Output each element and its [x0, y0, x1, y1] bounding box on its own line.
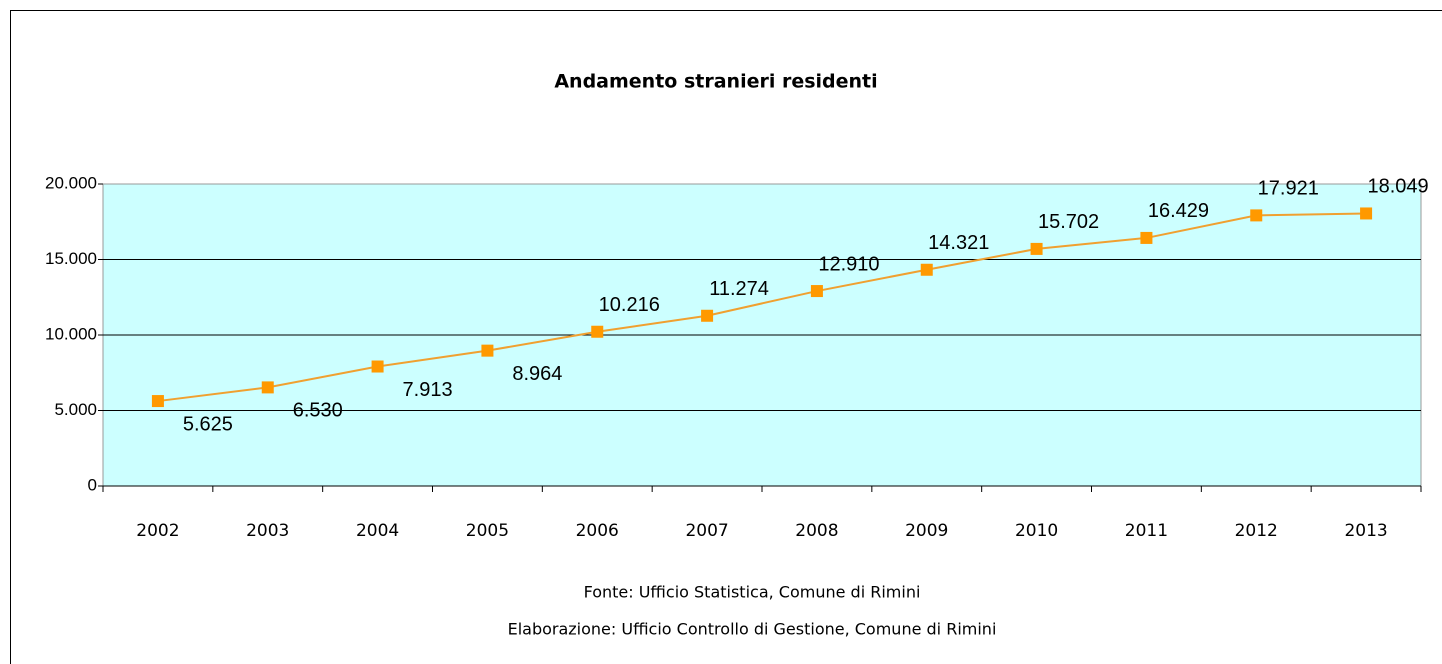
data-label: 5.625	[183, 413, 233, 435]
data-label: 8.964	[512, 363, 562, 385]
x-tick-label: 2011	[1125, 521, 1168, 541]
data-point	[810, 285, 823, 298]
x-tick-label: 2010	[1015, 521, 1058, 541]
x-tick-label: 2008	[795, 521, 838, 541]
data-point	[920, 263, 933, 276]
data-label: 10.216	[599, 294, 660, 316]
data-label: 16.429	[1148, 200, 1209, 222]
data-point	[151, 395, 164, 408]
data-point	[371, 360, 384, 373]
data-point	[1250, 209, 1263, 222]
y-tick-label: 10.000	[45, 324, 97, 343]
series-line	[157, 212, 1367, 403]
data-label: 17.921	[1258, 178, 1319, 200]
data-label: 11.274	[709, 278, 769, 300]
x-tick-label: 2012	[1235, 521, 1278, 541]
data-point	[1030, 242, 1043, 255]
y-tick-label: 5.000	[54, 400, 97, 419]
x-tick-label: 2003	[246, 521, 289, 541]
x-tick-label: 2002	[136, 521, 179, 541]
x-tick-label: 2006	[576, 521, 619, 541]
data-label: 6.530	[293, 400, 343, 422]
x-tick-label: 2007	[685, 521, 728, 541]
data-label: 14.321	[928, 232, 989, 254]
x-tick-label: 2005	[466, 521, 509, 541]
y-tick-label: 20.000	[45, 173, 97, 192]
data-point	[1360, 207, 1373, 220]
data-point	[1140, 231, 1153, 244]
x-tick-label: 2004	[356, 521, 399, 541]
data-point	[481, 344, 494, 357]
data-point	[701, 309, 714, 322]
source-note: Fonte: Ufficio Statistica, Comune di Rim…	[584, 583, 921, 602]
data-label: 12.910	[818, 253, 879, 275]
x-tick-label: 2013	[1344, 521, 1387, 541]
chart-title: Andamento stranieri residenti	[554, 71, 877, 93]
data-point	[261, 381, 274, 394]
data-label: 7.913	[403, 379, 453, 401]
source-note: Elaborazione: Ufficio Controllo di Gesti…	[508, 620, 997, 639]
y-tick-label: 0	[88, 475, 97, 494]
data-point	[591, 325, 604, 338]
y-tick-label: 15.000	[45, 249, 97, 268]
data-label: 15.702	[1038, 211, 1099, 233]
x-tick-label: 2009	[905, 521, 948, 541]
data-label: 18.049	[1367, 176, 1428, 198]
